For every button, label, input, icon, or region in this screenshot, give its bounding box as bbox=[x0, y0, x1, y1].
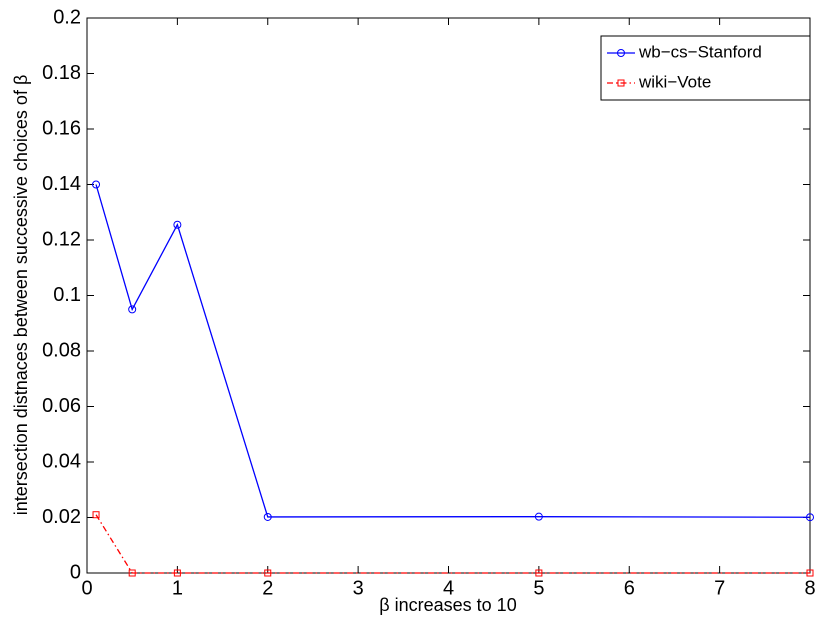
y-tick-label: 0.14 bbox=[42, 173, 81, 195]
x-axis-label: β increases to 10 bbox=[379, 595, 516, 615]
point bbox=[263, 512, 272, 521]
series-line bbox=[95, 184, 811, 518]
y-tick-label: 0.2 bbox=[53, 6, 81, 28]
y-tick-label: 0.06 bbox=[42, 395, 81, 417]
y-tick-label: 0.12 bbox=[42, 228, 81, 250]
y-tick-label: 0.08 bbox=[42, 339, 81, 361]
x-tick-label: 3 bbox=[353, 577, 364, 599]
plot-frame bbox=[86, 17, 811, 574]
y-tick-label: 0.16 bbox=[42, 117, 81, 139]
x-tick-label: 6 bbox=[624, 577, 635, 599]
legend-label: wiki−Vote bbox=[638, 72, 711, 91]
point bbox=[92, 180, 101, 189]
legend-marker bbox=[617, 79, 625, 87]
x-tick-label: 0 bbox=[81, 577, 92, 599]
y-tick-label: 0.18 bbox=[42, 62, 81, 84]
x-tick-label: 4 bbox=[443, 577, 454, 599]
point bbox=[173, 569, 181, 577]
point bbox=[535, 569, 543, 577]
y-tick-label: 0.04 bbox=[42, 450, 81, 472]
y-tick-label: 0.1 bbox=[53, 284, 81, 306]
x-tick-label: 1 bbox=[172, 577, 183, 599]
point bbox=[128, 305, 137, 314]
legend-box bbox=[600, 35, 811, 101]
y-tick-label: 0 bbox=[70, 561, 81, 583]
point bbox=[806, 513, 814, 522]
legend-label: wb−cs−Stanford bbox=[638, 42, 762, 61]
point bbox=[92, 511, 100, 519]
point bbox=[264, 569, 272, 577]
x-tick-label: 2 bbox=[262, 577, 273, 599]
legend-marker bbox=[617, 49, 625, 57]
point bbox=[173, 220, 182, 229]
x-tick-label: 8 bbox=[804, 577, 815, 599]
x-tick-label: 7 bbox=[714, 577, 725, 599]
point bbox=[128, 569, 136, 577]
y-tick-label: 0.02 bbox=[42, 506, 81, 528]
y-axis-label: intersection distnaces between successiv… bbox=[11, 75, 31, 516]
x-tick-label: 5 bbox=[533, 577, 544, 599]
point bbox=[806, 569, 814, 577]
series-line bbox=[95, 514, 810, 574]
point bbox=[534, 512, 543, 521]
